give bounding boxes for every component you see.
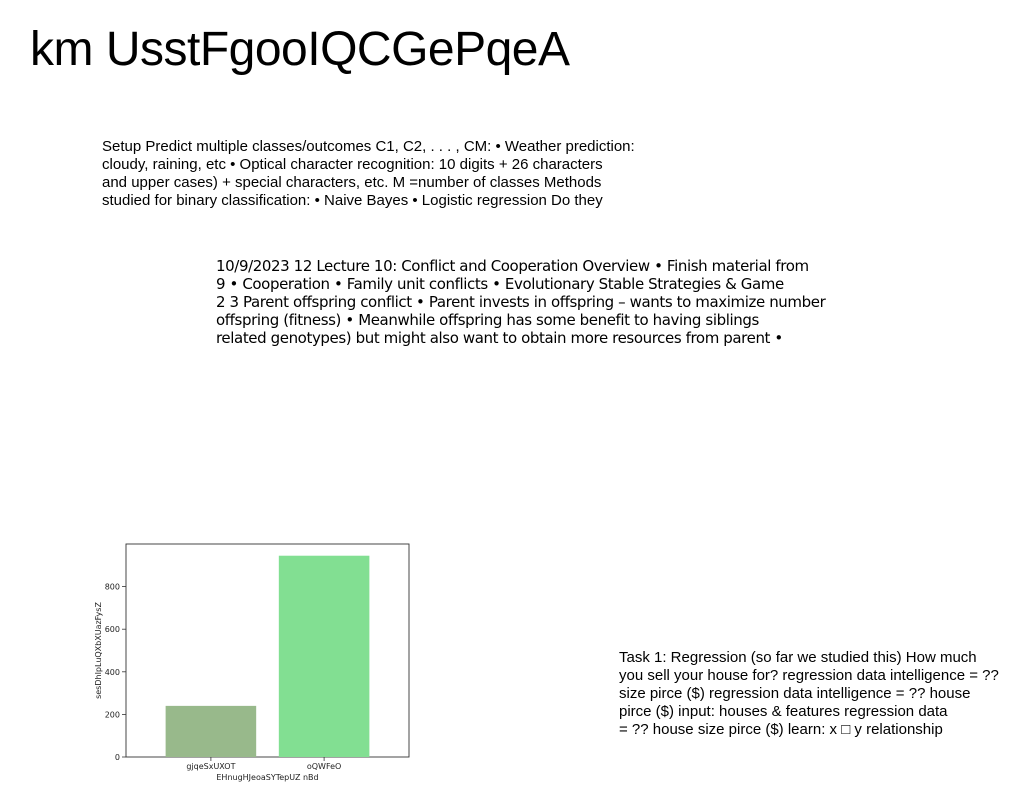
text-line: pirce ($) input: houses & features regre…	[619, 703, 948, 720]
text-line: studied for binary classification: • Nai…	[102, 192, 603, 209]
y-axis-label: sesDhIpLuQXbXUazFysZ	[94, 602, 103, 699]
text-block-lecture: 10/9/2023 12 Lecture 10: Conflict and Co…	[216, 257, 826, 347]
x-tick-label: gjqeSxUXOT	[186, 762, 235, 771]
y-tick-label: 800	[105, 583, 120, 592]
page-title: km UsstFgooIQCGePqeA	[30, 23, 570, 76]
text-line: 10/9/2023 12 Lecture 10: Conflict and Co…	[216, 257, 809, 275]
text-line: 9 • Cooperation • Family unit conflicts …	[216, 275, 784, 293]
plot-frame	[125, 543, 410, 758]
x-tick-label: oQWFeO	[307, 762, 341, 771]
y-tick-label: 600	[105, 625, 120, 634]
text-block-classification: Setup Predict multiple classes/outcomes …	[102, 138, 635, 210]
text-line: Task 1: Regression (so far we studied th…	[619, 649, 977, 666]
y-tick-label: 200	[105, 710, 120, 719]
text-line: cloudy, raining, etc • Optical character…	[102, 156, 603, 173]
text-line: 2 3 Parent offspring conflict • Parent i…	[216, 293, 826, 311]
text-line: related genotypes) but might also want t…	[216, 329, 783, 347]
text-line: offspring (fitness) • Meanwhile offsprin…	[216, 311, 759, 329]
text-line: size pirce ($) regression data intellige…	[619, 685, 971, 702]
bar	[278, 555, 370, 757]
y-tick-label: 0	[115, 753, 120, 762]
x-axis-label: EHnugHJeoaSYTepUZ nBd	[216, 773, 318, 782]
bar	[165, 705, 257, 757]
text-line: and upper cases) + special characters, e…	[102, 174, 602, 191]
text-line: Setup Predict multiple classes/outcomes …	[102, 138, 635, 155]
y-tick-label: 400	[105, 668, 120, 677]
text-line: = ?? house size pirce ($) learn: x □ y r…	[619, 721, 943, 738]
text-block-regression: Task 1: Regression (so far we studied th…	[619, 649, 999, 739]
text-line: you sell your house for? regression data…	[619, 667, 999, 684]
bar-chart: EHnugHJeoaSYTepUZ nBd sesDhIpLuQXbXUazFy…	[94, 543, 410, 782]
